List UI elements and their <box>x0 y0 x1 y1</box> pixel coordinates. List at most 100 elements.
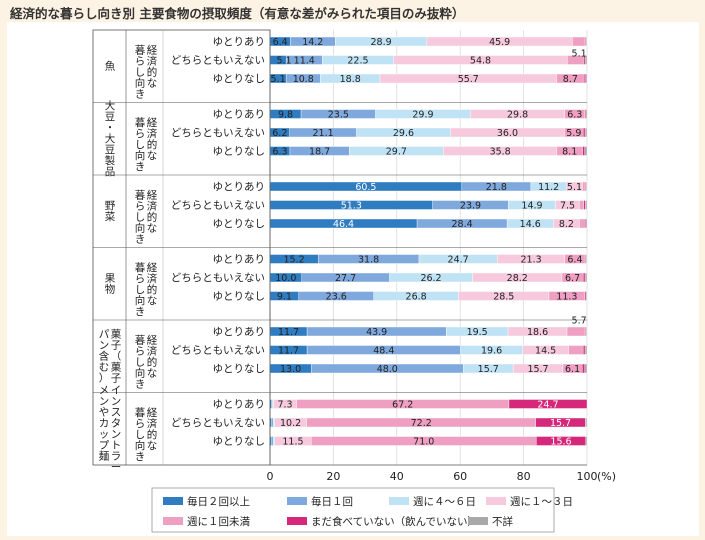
economic-sublabel-char: 暮 <box>135 116 146 129</box>
economic-sublabel-char: し <box>135 356 146 368</box>
group-label-char: メ <box>99 385 110 397</box>
row-category-label: ゆとりなし <box>213 146 266 158</box>
group-label-char: カ <box>99 418 110 430</box>
bar-segment-6 <box>583 200 586 210</box>
group-label-char: 物 <box>105 283 116 296</box>
data-label: 15.7 <box>527 364 548 375</box>
data-label: 7.5 <box>560 201 575 212</box>
x-unit-label: (%) <box>597 470 616 483</box>
row-category-label: ゆとりなし <box>213 291 266 303</box>
economic-sublabel-char: 的 <box>147 210 158 223</box>
bar-segment-7 <box>585 218 588 229</box>
economic-sublabel-char: き <box>135 378 146 390</box>
row-category-label: ゆとりなし <box>213 73 266 85</box>
row-category-label: ゆとりあり <box>213 326 266 338</box>
data-label: 28.9 <box>371 37 392 48</box>
bar-segment-7 <box>585 254 588 264</box>
data-label: 13.0 <box>280 364 301 375</box>
data-label: 5.9 <box>566 128 581 139</box>
data-label: 11.2 <box>538 182 559 193</box>
economic-sublabel-char: 向 <box>135 221 146 234</box>
row-category-label: ゆとりあり <box>213 254 266 266</box>
group-label-char: 菓 <box>111 362 122 374</box>
data-label: 6.4 <box>567 255 582 266</box>
data-label: 15.7 <box>478 364 499 375</box>
data-label: 6.7 <box>565 273 580 284</box>
data-label: 6.4 <box>273 37 288 48</box>
bar-segment-5 <box>579 200 585 210</box>
data-label: 48.4 <box>373 346 394 357</box>
row-category-label: ゆとりあり <box>213 109 266 121</box>
legend-label: 不詳 <box>492 515 513 528</box>
data-label: 10.2 <box>280 418 301 429</box>
row-category-label: ゆとりあり <box>213 181 266 193</box>
bar-segment-2 <box>271 436 274 446</box>
data-label: 21.3 <box>520 255 541 266</box>
bar-segment-3 <box>272 436 275 446</box>
data-label: 14.6 <box>520 219 541 230</box>
data-label: 24.7 <box>537 400 558 411</box>
group-label-char: ン <box>99 340 110 352</box>
data-label: 26.2 <box>420 273 441 284</box>
row-category-label: ゆとりなし <box>213 218 266 230</box>
group-label-char: ス <box>111 407 122 419</box>
economic-sublabel-char: ら <box>135 345 146 357</box>
data-label: 18.7 <box>309 147 330 158</box>
group-label-char: 菜 <box>105 211 116 223</box>
data-label: 22.5 <box>347 56 368 67</box>
group-label-char: 菓 <box>111 329 122 341</box>
group-label-char: ・ <box>105 122 116 134</box>
bar-segment-6 <box>508 399 588 409</box>
economic-sublabel-char: し <box>135 66 146 78</box>
economic-sublabel-char: 向 <box>135 149 146 162</box>
legend-label: 毎日２回以上 <box>187 495 250 508</box>
group-label-char: ー <box>111 462 122 474</box>
group-label-char: 含 <box>99 350 110 363</box>
data-label: 67.2 <box>392 400 413 411</box>
data-label: 11.7 <box>278 327 299 338</box>
data-label: 23.9 <box>460 201 481 212</box>
economic-sublabel-char: な <box>147 367 158 379</box>
economic-sublabel-char: き <box>135 88 146 100</box>
data-label: 45.9 <box>489 37 510 48</box>
economic-sublabel-char: 向 <box>135 366 146 379</box>
bar-segment-7 <box>584 55 588 65</box>
economic-sublabel-char: 経 <box>147 406 158 419</box>
economic-sublabel-char: 済 <box>147 199 158 212</box>
data-label: 5.1 <box>572 49 587 60</box>
legend-swatch <box>468 517 488 525</box>
economic-sublabel-char: な <box>147 77 158 89</box>
legend-label: 毎日１回 <box>311 495 353 508</box>
row-category-label: ゆとりなし <box>213 436 266 448</box>
data-label: 27.7 <box>335 273 356 284</box>
economic-sublabel-char: 向 <box>135 439 146 452</box>
bar-segment-2 <box>271 417 274 428</box>
bar-segment-5 <box>568 345 584 355</box>
economic-sublabel-char: き <box>135 161 146 173</box>
bar-segment-7 <box>584 345 588 355</box>
bar-segment-7 <box>584 272 588 283</box>
economic-sublabel-char: 済 <box>147 127 158 140</box>
bar-segment-7 <box>585 291 588 301</box>
data-label: 8.1 <box>562 147 577 158</box>
group-label-char: ン <box>111 396 122 408</box>
bar-segment-7 <box>584 127 588 138</box>
row-category-label: どちらともいえない <box>171 417 265 429</box>
data-label: 48.0 <box>377 364 398 375</box>
economic-sublabel-char: 的 <box>147 65 158 78</box>
economic-sublabel-char: し <box>135 211 146 223</box>
economic-sublabel-char: き <box>135 451 146 463</box>
bar-segment-6 <box>582 272 586 283</box>
data-label: 8.7 <box>563 74 578 85</box>
data-label: 72.2 <box>411 418 432 429</box>
economic-sublabel-char: ら <box>135 418 146 430</box>
group-label-char: パ <box>99 329 110 341</box>
bar-segment-7 <box>585 36 588 47</box>
data-label: 14.5 <box>535 346 556 357</box>
data-label: 6.3 <box>567 110 582 121</box>
data-label: 54.8 <box>470 56 491 67</box>
bar-segment-7 <box>585 417 588 428</box>
x-tick-label: 40 <box>390 470 404 483</box>
group-label-char: 果 <box>105 273 116 285</box>
bar-segment-7 <box>585 326 588 337</box>
